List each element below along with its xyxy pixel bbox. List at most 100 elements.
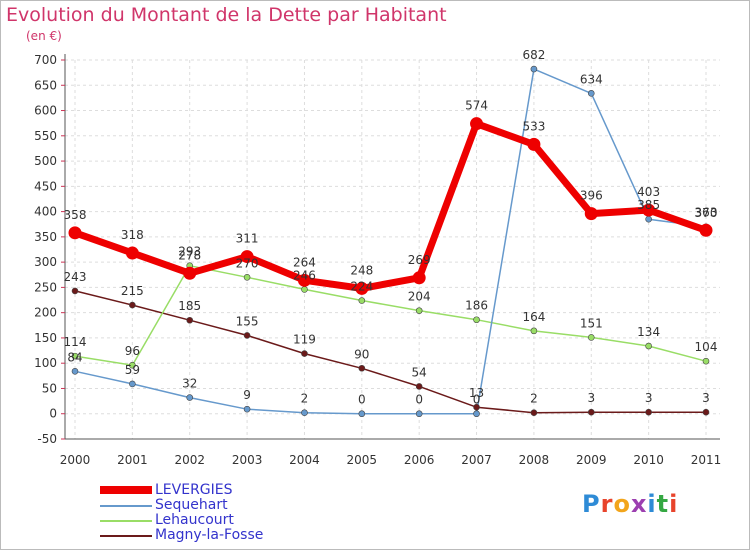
logo-letter: o [613, 490, 631, 518]
x-tick-label: 2003 [232, 453, 263, 467]
data-label-lehaucourt: 246 [293, 268, 316, 282]
data-label-levergies: 318 [121, 228, 144, 242]
data-label-levergies: 396 [580, 189, 603, 203]
y-tick-label: 650 [34, 78, 57, 92]
data-label-sequehart: 0 [358, 393, 366, 407]
data-label-levergies: 278 [178, 248, 201, 262]
data-label-magny-la-fosse: 185 [178, 299, 201, 313]
point-magny-la-fosse [473, 403, 480, 411]
point-levergies [642, 203, 656, 217]
point-magny-la-fosse [530, 409, 538, 417]
logo-letter: t [656, 490, 670, 518]
data-label-magny-la-fosse: 215 [121, 284, 144, 298]
y-tick-label: -50 [37, 432, 57, 446]
point-lehaucourt [129, 361, 136, 369]
y-tick-label: 50 [42, 381, 57, 395]
point-lehaucourt [702, 357, 710, 365]
point-sequehart [243, 405, 251, 413]
point-magny-la-fosse [301, 350, 308, 357]
point-levergies [125, 246, 139, 260]
y-tick-label: 0 [49, 407, 57, 421]
point-levergies [699, 223, 713, 237]
data-label-sequehart: 385 [637, 198, 660, 212]
y-tick-label: 350 [34, 230, 57, 244]
y-tick-label: 100 [34, 356, 57, 370]
point-lehaucourt [473, 316, 480, 324]
data-label-sequehart: 682 [522, 48, 545, 62]
series-line-levergies [73, 120, 708, 292]
data-label-sequehart: 84 [67, 350, 82, 364]
point-magny-la-fosse [415, 383, 423, 390]
data-label-sequehart: 634 [580, 72, 603, 86]
legend-label-magny-la-fosse: Magny-la-Fosse [155, 527, 264, 543]
y-tick-label: 600 [34, 104, 57, 118]
data-label-levergies: 264 [293, 255, 316, 269]
logo-letter: i [669, 490, 679, 518]
point-levergies [240, 250, 254, 264]
legend-label-lehaucourt: Lehaucourt [155, 512, 234, 528]
data-label-levergies: 269 [408, 253, 431, 267]
x-tick-label: 2009 [576, 453, 607, 467]
point-lehaucourt [645, 342, 652, 350]
point-sequehart [587, 90, 595, 97]
point-sequehart [301, 409, 308, 417]
data-label-sequehart: 0 [415, 393, 423, 407]
x-tick-label: 2001 [117, 453, 148, 467]
data-label-sequehart: 59 [125, 363, 140, 377]
series-line-sequehart [74, 68, 707, 415]
logo-letter: i [647, 490, 657, 518]
x-tick-label: 2002 [174, 453, 205, 467]
logo-letter: x [630, 490, 648, 518]
proxiti-logo: Proxiti [582, 490, 678, 518]
point-magny-la-fosse [702, 408, 710, 416]
data-label-sequehart: 0 [473, 393, 481, 407]
x-tick-label: 2004 [289, 453, 320, 467]
data-label-sequehart: 2 [301, 392, 309, 406]
data-label-lehaucourt: 204 [408, 290, 431, 304]
logo-letter: r [600, 490, 614, 518]
point-magny-la-fosse [186, 316, 194, 324]
data-label-magny-la-fosse: 13 [469, 386, 484, 400]
point-magny-la-fosse [645, 408, 652, 416]
y-tick-label: 400 [34, 205, 57, 219]
data-label-magny-la-fosse: 119 [293, 333, 316, 347]
point-levergies [412, 271, 426, 285]
data-label-lehaucourt: 114 [64, 335, 87, 349]
x-tick-label: 2010 [633, 453, 664, 467]
data-label-lehaucourt: 224 [350, 280, 373, 294]
data-label-lehaucourt: 186 [465, 299, 488, 313]
point-magny-la-fosse [71, 287, 79, 295]
data-label-lehaucourt: 134 [637, 325, 660, 339]
point-magny-la-fosse [129, 301, 136, 309]
data-label-levergies: 533 [522, 119, 545, 133]
point-sequehart [415, 410, 423, 418]
data-label-magny-la-fosse: 155 [236, 314, 259, 328]
chart-title: Evolution du Montant de la Dette par Hab… [6, 4, 447, 26]
point-lehaucourt [530, 327, 538, 335]
point-lehaucourt [301, 286, 308, 293]
x-tick-label: 2007 [461, 453, 492, 467]
point-levergies [297, 273, 311, 287]
point-lehaucourt [243, 273, 251, 281]
point-sequehart [358, 410, 366, 418]
data-label-magny-la-fosse: 54 [412, 365, 427, 379]
x-tick-label: 2005 [347, 453, 378, 467]
legend-swatch-levergies [100, 486, 152, 494]
point-lehaucourt [415, 307, 423, 314]
legend-label-sequehart: Sequehart [155, 497, 228, 513]
y-tick-label: 150 [34, 331, 57, 345]
data-label-sequehart: 32 [182, 377, 197, 391]
y-tick-label: 700 [34, 53, 57, 67]
legend-swatch-magny-la-fosse [100, 535, 152, 537]
data-label-lehaucourt: 96 [125, 344, 140, 358]
x-tick-label: 2008 [519, 453, 550, 467]
data-label-magny-la-fosse: 3 [645, 391, 653, 405]
point-levergies [470, 117, 484, 131]
y-tick-label: 450 [34, 179, 57, 193]
point-magny-la-fosse [587, 408, 595, 416]
y-tick-label: 550 [34, 129, 57, 143]
point-lehaucourt [587, 334, 595, 341]
point-sequehart [71, 367, 79, 375]
